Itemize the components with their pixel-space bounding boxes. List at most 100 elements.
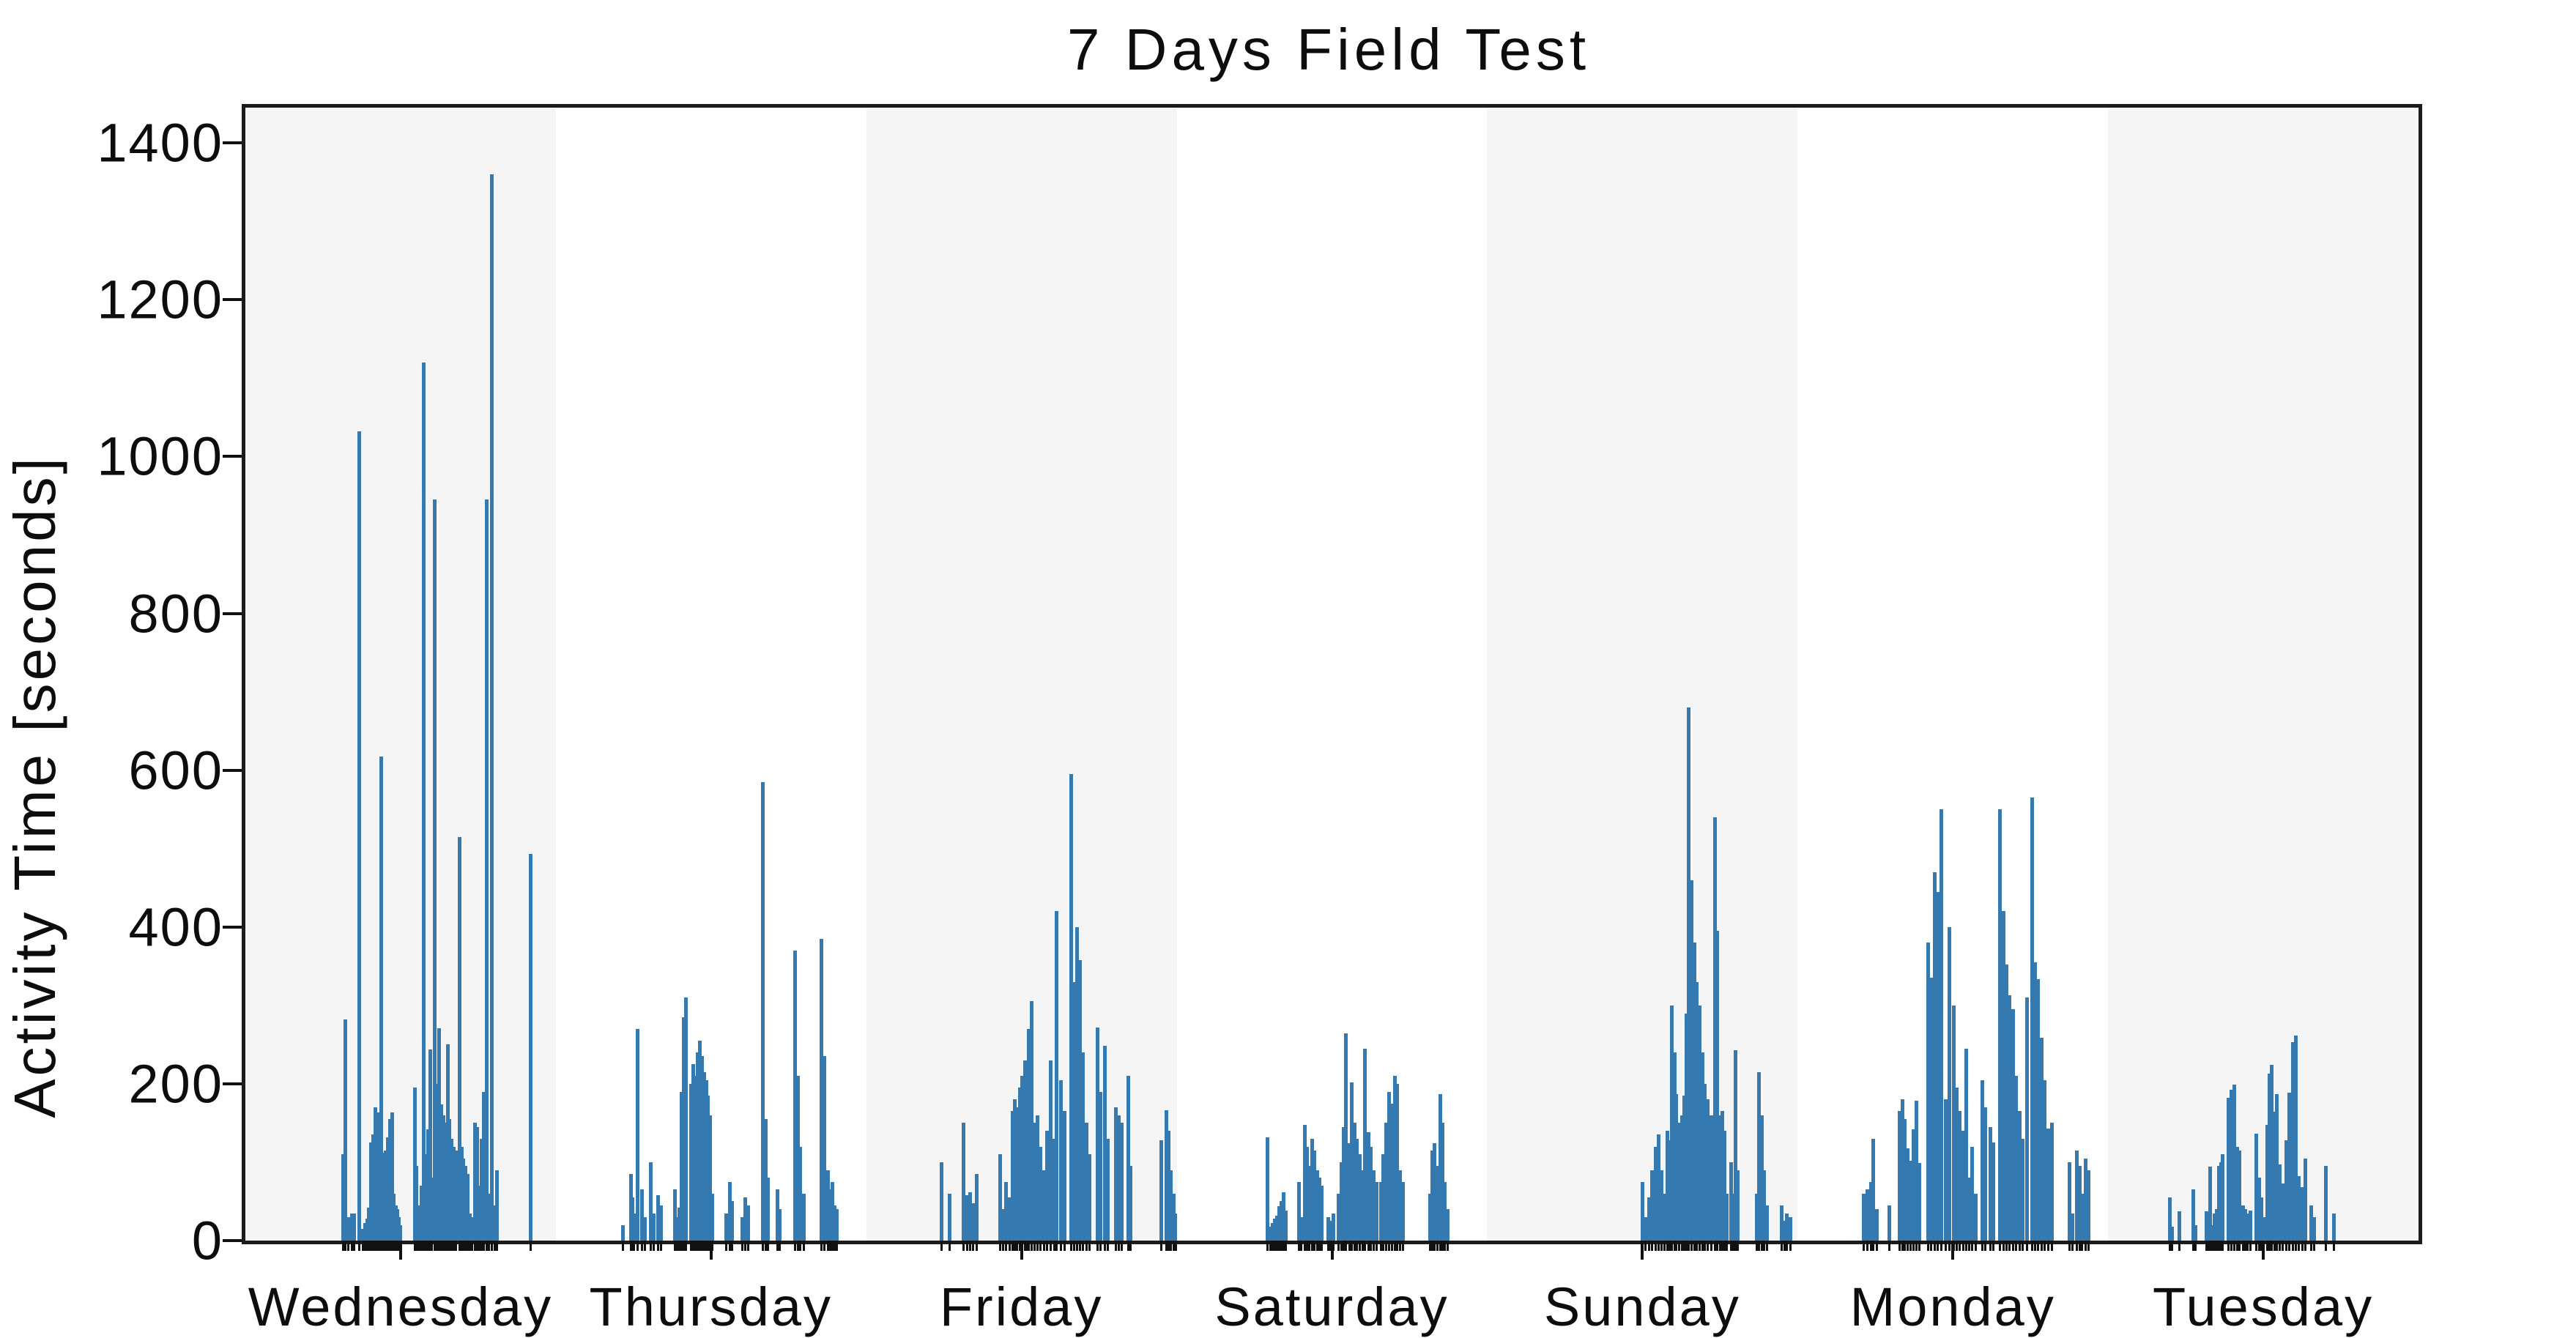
rug-tick (823, 1241, 826, 1251)
rug-tick (1326, 1241, 1329, 1251)
activity-bar (1640, 1181, 1644, 1241)
activity-bar (1271, 1223, 1275, 1241)
rug-tick (438, 1241, 441, 1251)
rug-tick (1436, 1241, 1439, 1251)
rug-tick (2271, 1241, 2274, 1251)
activity-bar (1936, 891, 1940, 1241)
activity-bar (457, 836, 461, 1241)
activity-bar (1991, 1142, 1995, 1241)
rug-tick (1904, 1241, 1907, 1251)
activity-bar (2214, 1209, 2219, 1241)
rug-tick (1989, 1241, 1992, 1251)
activity-bar (2017, 1111, 2022, 1241)
rug-tick (740, 1241, 743, 1251)
activity-bar (2246, 1213, 2250, 1241)
activity-bar (1027, 1028, 1031, 1241)
rug-tick (731, 1241, 734, 1251)
rug-tick (766, 1241, 769, 1251)
activity-bar (1865, 1189, 1869, 1241)
day-band-thursday (555, 108, 866, 1241)
rug-tick (351, 1241, 354, 1251)
activity-bar (2324, 1166, 2328, 1241)
y-tick-label: 1400 (97, 112, 223, 174)
activity-bar (632, 1213, 636, 1241)
rug-tick (1685, 1241, 1688, 1251)
activity-bar (1970, 1146, 1975, 1241)
rug-tick (386, 1241, 389, 1251)
activity-bar (832, 1205, 836, 1241)
activity-bar (698, 1041, 702, 1241)
activity-bar (965, 1194, 969, 1241)
rug-tick (1948, 1241, 1951, 1251)
rug-tick (728, 1241, 731, 1251)
rug-tick (2288, 1241, 2291, 1251)
rug-tick (462, 1241, 465, 1251)
activity-bar (1392, 1076, 1397, 1241)
activity-bar (1440, 1123, 1444, 1241)
activity-bar (828, 1189, 833, 1241)
rug-tick (1396, 1241, 1399, 1251)
y-axis-tick (223, 1239, 242, 1242)
activity-bar (1036, 1115, 1040, 1241)
activity-bar (2025, 997, 2030, 1241)
rug-tick (2037, 1241, 2040, 1251)
activity-bar (375, 1112, 379, 1241)
rug-tick (633, 1241, 636, 1251)
rug-tick (776, 1241, 779, 1251)
rug-tick (1329, 1241, 1332, 1251)
activity-bar (681, 1016, 686, 1241)
rug-tick (1121, 1241, 1124, 1251)
rug-tick (460, 1241, 463, 1251)
rug-tick (1666, 1241, 1669, 1251)
activity-bar (675, 1216, 679, 1241)
rug-tick (1165, 1241, 1168, 1251)
rug-tick (2078, 1241, 2081, 1251)
rug-tick (1758, 1241, 1761, 1251)
rug-tick (2255, 1241, 2258, 1251)
y-axis-tick (223, 925, 242, 929)
rug-tick (948, 1241, 951, 1251)
rug-tick (393, 1241, 396, 1251)
x-tick-label-tuesday: Tuesday (2153, 1276, 2375, 1337)
activity-bar (2260, 1197, 2264, 1241)
rug-tick (2011, 1241, 2014, 1251)
activity-bar (1088, 1154, 1092, 1241)
rug-tick (2015, 1241, 2018, 1251)
activity-bar (1310, 1138, 1314, 1241)
activity-bar (1374, 1181, 1378, 1241)
rug-tick (968, 1241, 971, 1251)
activity-bar (1279, 1201, 1283, 1241)
activity-bar (441, 1115, 445, 1241)
activity-bar (1378, 1181, 1383, 1241)
rug-tick (1683, 1241, 1686, 1251)
activity-bar (820, 938, 824, 1241)
rug-tick (1321, 1241, 1324, 1251)
rug-tick (1926, 1241, 1929, 1251)
rug-tick (998, 1241, 1001, 1251)
activity-bar (468, 1213, 472, 1241)
rug-tick (965, 1241, 968, 1251)
activity-bar (2277, 1164, 2282, 1241)
activity-bar (1013, 1099, 1017, 1241)
activity-bar (2033, 962, 2038, 1241)
activity-bar (1042, 1170, 1046, 1241)
x-tick-label-sunday: Sunday (1543, 1276, 1741, 1337)
rug-tick (699, 1241, 702, 1251)
y-axis-tick (223, 612, 242, 615)
rug-tick (344, 1241, 346, 1251)
rug-tick (831, 1241, 834, 1251)
activity-bar (1697, 1005, 1701, 1241)
activity-bar (1670, 1005, 1674, 1241)
activity-bar (2257, 1178, 2261, 1241)
activity-bar (1174, 1213, 1178, 1241)
activity-bar (1988, 1126, 1992, 1241)
rug-tick (342, 1241, 345, 1251)
activity-bar (2265, 1124, 2269, 1241)
rug-tick (1729, 1241, 1732, 1251)
rug-tick (530, 1241, 532, 1251)
rug-tick (488, 1241, 491, 1251)
rug-tick (1011, 1241, 1014, 1251)
activity-bar (1874, 1209, 1879, 1241)
activity-bar (2332, 1213, 2336, 1241)
rug-tick (450, 1241, 453, 1251)
